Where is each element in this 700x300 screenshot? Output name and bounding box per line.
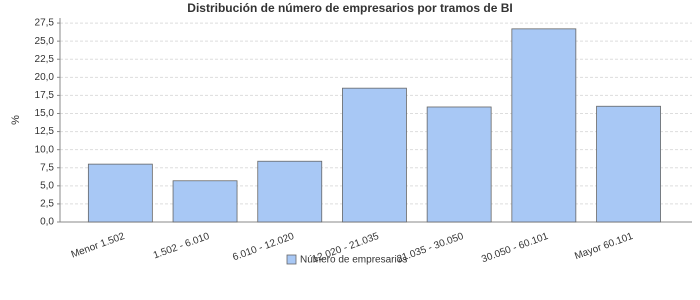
bar bbox=[172, 180, 238, 223]
bar bbox=[426, 106, 492, 223]
bar bbox=[257, 160, 323, 223]
y-axis-label: % bbox=[10, 115, 22, 125]
y-tick-label: 25,0 bbox=[35, 36, 55, 47]
y-tick-label: 5,0 bbox=[40, 180, 54, 191]
y-tick-label: 15,0 bbox=[35, 108, 55, 119]
bar bbox=[596, 105, 661, 223]
legend-swatch bbox=[286, 254, 297, 265]
y-tick-label: 0,0 bbox=[40, 217, 54, 228]
x-tick-label: 6.010 - 12.020 bbox=[231, 231, 296, 264]
y-tick-label: 10,0 bbox=[35, 144, 55, 155]
x-tick-label: Menor 1.502 bbox=[70, 231, 127, 261]
bar bbox=[342, 87, 407, 223]
legend-label: Número de empresarios bbox=[300, 255, 407, 266]
x-tick-label: Mayor 60.101 bbox=[573, 231, 635, 262]
y-tick-label: 2,5 bbox=[40, 199, 54, 210]
y-tick-label: 27,5 bbox=[35, 18, 55, 29]
y-tick-label: 17,5 bbox=[35, 90, 55, 101]
y-tick-label: 20,0 bbox=[35, 72, 55, 83]
y-tick-label: 7,5 bbox=[40, 162, 54, 173]
x-tick-label: 1.502 - 6.010 bbox=[152, 231, 212, 262]
y-tick-label: 22,5 bbox=[35, 54, 55, 65]
chart-title: Distribución de número de empresarios po… bbox=[187, 1, 512, 15]
bar bbox=[511, 28, 577, 223]
y-tick-label: 12,5 bbox=[35, 126, 55, 137]
bar bbox=[87, 163, 153, 223]
x-tick-label: 30.050 - 60.101 bbox=[480, 231, 550, 265]
